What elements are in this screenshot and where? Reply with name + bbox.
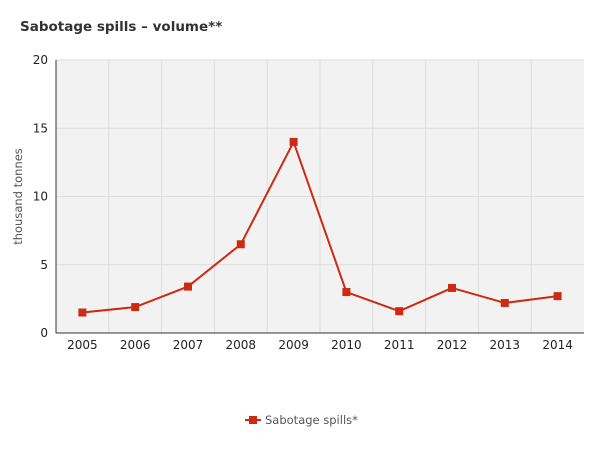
data-point[interactable] — [342, 288, 351, 297]
grid-lines — [56, 59, 584, 333]
chart-title: Sabotage spills – volume** — [20, 19, 223, 35]
x-tick-label: 2008 — [226, 338, 257, 352]
x-tick-label: 2006 — [120, 338, 151, 352]
series-line — [82, 140, 558, 314]
data-point[interactable] — [236, 240, 245, 249]
y-tick-label: 10 — [33, 190, 48, 204]
legend-marker — [249, 416, 257, 424]
x-tick-label: 2009 — [278, 338, 309, 352]
y-tick-label: 5 — [40, 258, 48, 272]
y-axis-ticks: 0 5 10 15 20 — [33, 53, 48, 340]
x-tick-label: 2010 — [331, 338, 362, 352]
y-tick-label: 20 — [33, 53, 48, 67]
data-point[interactable] — [395, 307, 404, 316]
data-point[interactable] — [500, 298, 509, 307]
data-point[interactable] — [553, 292, 562, 301]
data-point[interactable] — [184, 282, 192, 291]
x-tick-label: 2014 — [542, 338, 573, 352]
y-axis-title: thousand tonnes — [11, 148, 25, 245]
legend[interactable]: Sabotage spills* — [245, 413, 358, 427]
x-tick-label: 2013 — [490, 338, 521, 352]
series-group — [78, 137, 562, 317]
y-tick-label: 0 — [40, 326, 48, 340]
x-tick-label: 2005 — [67, 338, 98, 352]
data-point[interactable] — [448, 283, 456, 292]
data-point[interactable] — [131, 303, 140, 312]
x-tick-label: 2011 — [384, 338, 415, 352]
data-point[interactable] — [78, 308, 87, 317]
x-tick-label: 2012 — [437, 338, 468, 352]
legend-label: Sabotage spills* — [265, 413, 358, 427]
data-point[interactable] — [289, 137, 298, 146]
y-tick-label: 15 — [33, 121, 48, 135]
x-tick-label: 2007 — [173, 338, 204, 352]
x-axis-ticks: 2005 2006 2007 2008 2009 2010 2011 2012 2013 2014 — [67, 338, 573, 352]
